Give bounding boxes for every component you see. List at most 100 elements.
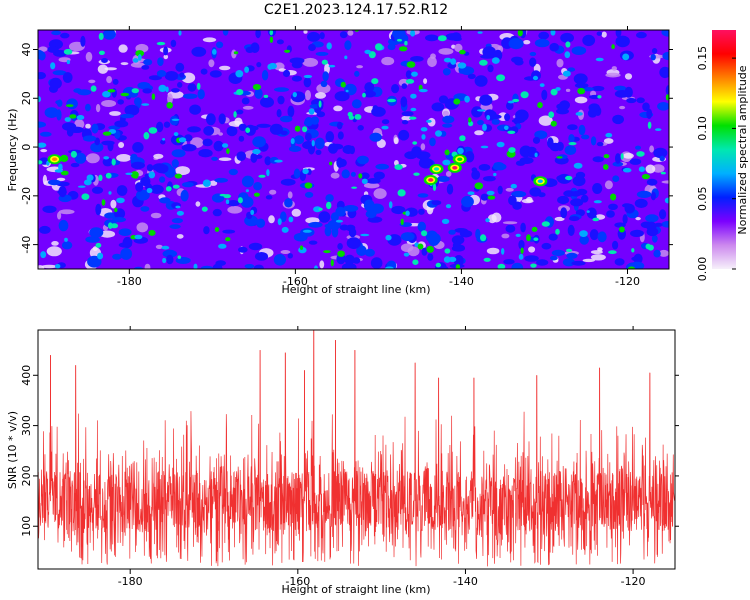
heatmap-blob xyxy=(417,221,426,232)
heatmap-blob xyxy=(526,234,531,242)
heatmap-blob xyxy=(568,142,577,146)
heatmap-blob xyxy=(38,121,46,128)
heatmap-blob xyxy=(276,39,284,45)
heatmap-x-tick-label: -160 xyxy=(283,275,308,288)
heatmap-blob xyxy=(506,101,514,111)
heatmap-low-patch xyxy=(88,79,96,84)
heatmap-blob xyxy=(337,131,344,140)
heatmap-blob xyxy=(364,82,375,93)
heatmap-blob xyxy=(636,190,652,198)
heatmap-blob xyxy=(290,138,295,145)
colorbar-tick-label: 0.15 xyxy=(696,46,709,71)
heatmap-blob xyxy=(101,58,108,63)
heatmap-blob xyxy=(250,209,255,215)
heatmap-blob xyxy=(565,175,573,181)
heatmap-blob xyxy=(511,190,527,198)
heatmap-blob xyxy=(605,132,613,138)
heatmap-low-patch xyxy=(97,64,109,74)
heatmap-blob xyxy=(64,237,68,242)
heatmap-blob xyxy=(497,263,506,269)
heatmap-blob xyxy=(503,259,515,265)
heatmap-blob xyxy=(82,135,97,142)
heatmap-blob xyxy=(537,102,543,109)
heatmap-blob xyxy=(203,226,210,235)
heatmap-blob xyxy=(267,63,273,70)
heatmap-blob xyxy=(134,234,143,240)
heatmap-low-patch xyxy=(202,37,217,43)
heatmap-blob xyxy=(148,75,162,81)
heatmap-blob xyxy=(410,107,417,112)
heatmap-blob xyxy=(225,237,231,242)
heatmap-low-patch xyxy=(590,254,606,261)
heatmap-blob xyxy=(132,58,139,63)
heatmap-blob xyxy=(148,127,158,134)
heatmap-blob xyxy=(245,46,254,54)
heatmap-blob xyxy=(326,42,332,50)
heatmap-blob xyxy=(501,248,505,255)
heatmap-x-ticks: -180 -160 -140 -120 xyxy=(117,26,640,288)
heatmap-low-patch xyxy=(303,30,308,34)
heatmap-blob xyxy=(42,205,57,213)
snr-y-tick-label: 100 xyxy=(20,516,33,537)
heatmap-low-patch xyxy=(356,65,363,69)
heatmap-low-patch xyxy=(314,92,327,99)
heatmap-blob xyxy=(284,49,291,53)
heatmap-blob xyxy=(596,141,604,147)
heatmap-blob xyxy=(212,49,217,55)
heatmap-blob xyxy=(302,141,315,150)
heatmap-blob xyxy=(486,115,491,120)
heatmap-blob xyxy=(627,266,636,269)
heatmap-blob xyxy=(445,33,460,41)
heatmap-blob xyxy=(345,89,349,93)
heatmap-blob xyxy=(479,94,493,106)
heatmap-blob xyxy=(277,218,282,226)
heatmap-blob xyxy=(400,232,415,242)
heatmap-blob xyxy=(555,228,560,235)
heatmap-blob xyxy=(98,174,103,181)
heatmap-blob xyxy=(337,250,345,257)
heatmap-blob xyxy=(579,235,589,245)
heatmap-blob xyxy=(85,236,100,243)
heatmap-blob xyxy=(373,171,385,180)
heatmap-blob xyxy=(365,210,377,219)
heatmap-low-patch xyxy=(393,137,399,145)
heatmap-blob xyxy=(480,193,489,201)
heatmap-blob xyxy=(451,245,465,252)
heatmap-blob xyxy=(265,195,273,200)
heatmap-blob xyxy=(182,182,194,188)
heatmap-blob xyxy=(645,214,659,223)
heatmap-low-patch xyxy=(41,264,57,269)
heatmap-blob xyxy=(397,38,402,42)
heatmap-blob xyxy=(385,234,392,241)
heatmap-blob xyxy=(659,66,669,79)
heatmap-blob xyxy=(200,68,208,75)
heatmap-frame xyxy=(37,29,670,270)
heatmap-blob xyxy=(189,104,202,115)
heatmap-low-patch xyxy=(51,241,59,246)
heatmap-blob xyxy=(520,222,526,233)
heatmap-low-patch xyxy=(227,206,243,214)
heatmap-blob xyxy=(387,98,396,103)
heatmap-blob xyxy=(562,70,571,77)
heatmap-blob xyxy=(222,229,236,234)
heatmap-blob xyxy=(517,30,523,37)
heatmap-blob xyxy=(120,113,134,119)
heatmap-blob xyxy=(597,95,602,99)
heatmap-blob xyxy=(177,82,183,88)
heatmap-blob xyxy=(171,149,186,158)
heatmap-blob xyxy=(49,77,62,89)
heatmap-blob xyxy=(264,156,272,166)
heatmap-blob xyxy=(405,210,410,217)
heatmap-blob xyxy=(369,132,382,142)
heatmap-blob xyxy=(387,43,396,51)
heatmap-blob xyxy=(193,263,198,269)
heatmap-blob xyxy=(282,69,291,78)
heatmap-blob xyxy=(445,204,452,209)
heatmap-blob xyxy=(568,134,575,143)
heatmap-low-patch xyxy=(304,90,311,101)
heatmap-y-tick-label: 40 xyxy=(20,43,33,57)
heatmap-blob xyxy=(196,82,201,90)
heatmap-blob xyxy=(302,168,309,175)
heatmap-hotspot xyxy=(428,178,434,182)
heatmap-blob xyxy=(156,70,167,77)
